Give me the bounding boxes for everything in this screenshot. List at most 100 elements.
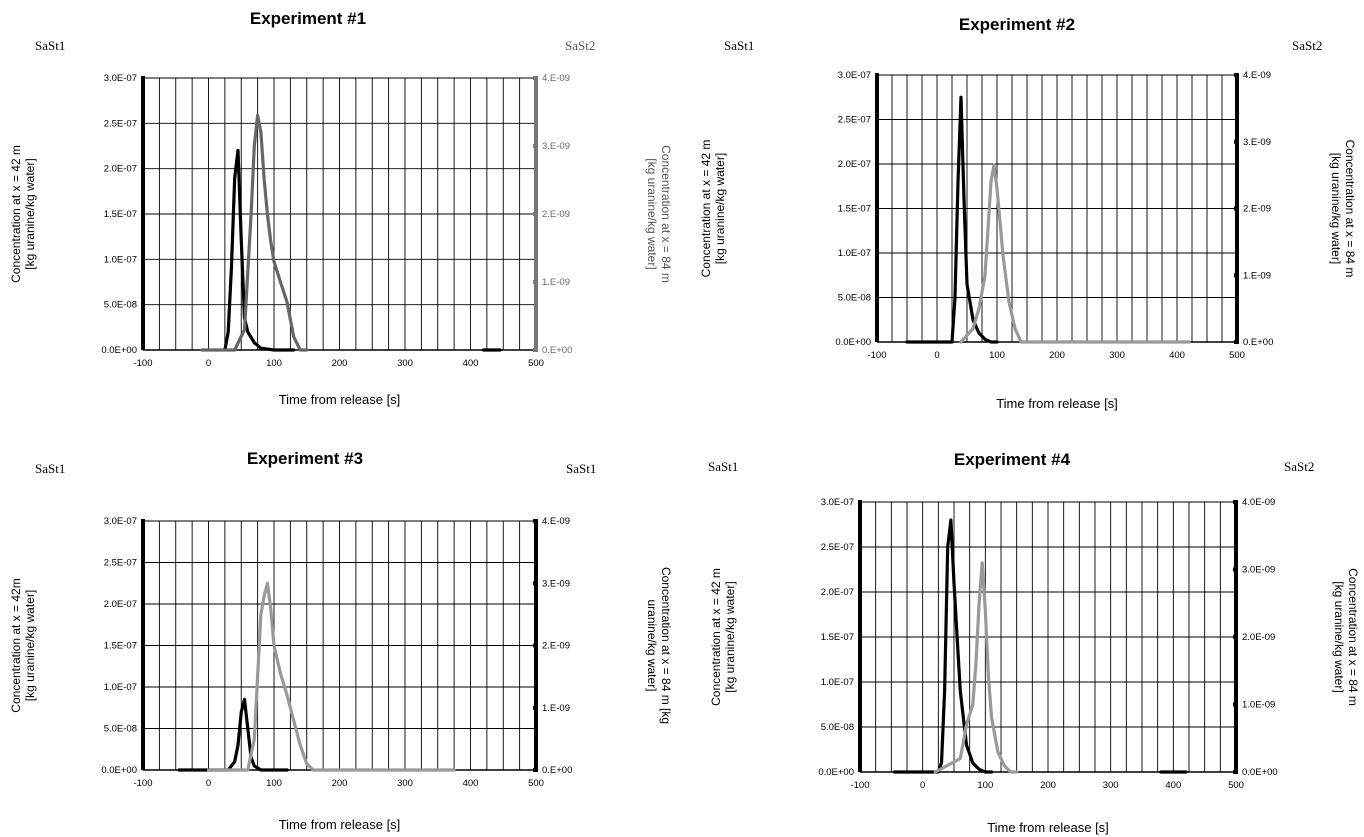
- chart-3-y-left-tick-label: 2.0E-07: [104, 599, 137, 610]
- chart-4-x-tick-label: 300: [1103, 780, 1119, 791]
- chart-svg-experiment-2: -100 0 100 200 300 400 500 0.0E+00 5.0E-08 1.0E-0…: [699, 15, 1357, 411]
- chart-4-y-right-tick-label: 0.0E+00: [1242, 767, 1278, 778]
- chart-1-y-right-label: [kg uranine/kg water]: [645, 158, 659, 269]
- chart-1-y-right-tick-label: 4.E-09: [542, 73, 570, 84]
- chart-2-y-left-label: Concentration at x = 42 m: [699, 140, 713, 278]
- chart-1-y-left-tick-label: 2.5E-07: [104, 118, 137, 129]
- chart-2-title: Experiment #2: [959, 15, 1075, 34]
- chart-3-y-right-tick-label: 1.E-09: [542, 703, 570, 714]
- chart-4-y-left-tick-label: 2.5E-07: [821, 542, 854, 553]
- chart-2-y-left-tick-label: 5.0E-08: [838, 293, 871, 304]
- chart-2-x-tick-label: 100: [989, 350, 1005, 361]
- chart-3-x-tick-label: 500: [528, 778, 544, 789]
- chart-4-x-tick-label: 500: [1228, 780, 1244, 791]
- chart-2-y-left-tick-label: 2.5E-07: [838, 115, 871, 126]
- chart-2-y-right-label: Concentration at x = 84 m: [1343, 140, 1357, 278]
- chart-3-x-label: Time from release [s]: [279, 817, 401, 832]
- chart-1-title: Experiment #1: [250, 9, 366, 28]
- chart-1-y-left-tick-label: 5.0E-08: [104, 300, 137, 311]
- chart-panel-experiment-3: -100 0 100 200 300 400 500 0.0E+00 5.0E-08 1.0E-0…: [0, 418, 682, 836]
- chart-2-x-label: Time from release [s]: [996, 396, 1118, 411]
- chart-4-y-right-tick-marker: [1233, 702, 1238, 707]
- chart-3-x-tick-label: -100: [133, 778, 152, 789]
- chart-2-y-left-tick-label: 1.0E-07: [838, 248, 871, 259]
- chart-2-y-left-label: [kg uranine/kg water]: [713, 153, 727, 264]
- chart-1-x-tick-label: 400: [463, 358, 479, 369]
- chart-4-series-2-line: [933, 561, 1019, 774]
- chart-2-y-right-tick-marker: [1234, 206, 1239, 211]
- chart-1-series-2-line: [200, 113, 309, 352]
- chart-2-y-right-tick-label: 0.E+00: [1243, 337, 1273, 348]
- chart-3-y-right-tick-label: 3.E-09: [542, 578, 570, 589]
- chart-3-x-tick-label: 0: [206, 778, 211, 789]
- chart-4-y-right-tick-marker: [1233, 770, 1238, 774]
- chart-4-x-tick-label: 200: [1040, 780, 1056, 791]
- chart-4-x-tick-label: -100: [850, 780, 869, 791]
- chart-4-y-left-tick-label: 1.5E-07: [821, 632, 854, 643]
- chart-4-y-left-label: Concentration at x = 42 m: [709, 568, 723, 706]
- chart-4-x-tick-label: 0: [920, 780, 925, 791]
- chart-svg-experiment-3: -100 0 100 200 300 400 500 0.0E+00 5.0E-08 1.0E-0…: [9, 449, 673, 832]
- chart-3-y-left-tick-label: 1.0E-07: [104, 682, 137, 693]
- chart-1-y-right-tick-label: 0.E+00: [542, 345, 572, 356]
- chart-3-y-left-tick-label: 0.0E+00: [101, 765, 137, 776]
- chart-4-y-left-tick-label: 1.0E-07: [821, 677, 854, 688]
- chart-1-y-right-label: Concentration at x = 84 m: [659, 145, 673, 283]
- chart-2-y-right-tick-label: 1.E-09: [1243, 270, 1271, 281]
- chart-2-right-station-label: SaSt2: [1292, 38, 1322, 53]
- chart-2-x-tick-label: 500: [1229, 350, 1245, 361]
- chart-3-y-left-tick-label: 2.5E-07: [104, 558, 137, 569]
- chart-1-x-label: Time from release [s]: [279, 392, 401, 407]
- chart-3-y-right-tick-label: 2.E-09: [542, 641, 570, 652]
- chart-2-y-left-tick-label: 3.0E-07: [838, 70, 871, 81]
- chart-4-y-right-tick-label: 2.0E-09: [1242, 632, 1275, 643]
- chart-1-y-right-tick-label: 1.E-09: [542, 277, 570, 288]
- chart-1-y-right-tick-marker: [533, 348, 538, 352]
- chart-panel-experiment-1: -100 0 100 200 300 400 500 0.0E+00 5.0E-08 1.0E-0…: [0, 0, 682, 418]
- chart-1-y-left-label: [kg uranine/kg water]: [23, 158, 37, 269]
- chart-3-y-right-tick-marker: [533, 768, 538, 772]
- chart-4-y-left-label: [kg uranine/kg water]: [723, 581, 737, 692]
- chart-3-right-station-label: SaSt1: [566, 461, 596, 476]
- chart-3-y-left-tick-label: 3.0E-07: [104, 516, 137, 527]
- chart-1-y-left-label: Concentration at x = 42 m: [9, 145, 23, 283]
- chart-4-y-left-tick-label: 2.0E-07: [821, 587, 854, 598]
- chart-panel-experiment-4: -100 0 100 200 300 400 500 0.0E+00 5.0E-08 1.0E-0…: [682, 418, 1364, 836]
- chart-1-x-tick-label: 0: [206, 358, 211, 369]
- chart-4-y-left-tick-label: 0.0E+00: [818, 767, 854, 778]
- chart-3-x-tick-label: 400: [463, 778, 479, 789]
- chart-3-y-right-tick-label: 0.E+00: [542, 765, 572, 776]
- chart-2-y-left-tick-label: 0.0E+00: [835, 337, 871, 348]
- chart-3-series-1-line: [177, 697, 289, 772]
- chart-1-y-right-tick-label: 2.E-09: [542, 209, 570, 220]
- chart-4-y-right-label: [kg uranine/kg water]: [1332, 581, 1346, 692]
- chart-1-y-right-tick-marker: [533, 144, 538, 148]
- chart-1-x-tick-label: -100: [133, 358, 152, 369]
- chart-3-series-2-line: [206, 581, 456, 772]
- chart-4-x-tick-label: 100: [977, 780, 993, 791]
- chart-3-x-tick-label: 300: [397, 778, 413, 789]
- chart-2-y-right-tick-label: 3.E-09: [1243, 137, 1271, 148]
- chart-3-y-right-tick-marker: [533, 705, 538, 710]
- chart-4-left-station-label: SaSt1: [708, 459, 738, 474]
- chart-3-x-tick-label: 100: [266, 778, 282, 789]
- chart-1-y-right-tick-label: 3.E-09: [542, 141, 570, 152]
- chart-4-y-right-tick-label: 3.0E-09: [1242, 565, 1275, 576]
- chart-2-y-right-tick-marker: [1234, 273, 1239, 278]
- chart-1-x-tick-label: 300: [397, 358, 413, 369]
- chart-2-y-right-tick-marker: [1234, 73, 1239, 77]
- chart-4-title: Experiment #4: [954, 450, 1071, 469]
- chart-2-y-right-tick-label: 2.E-09: [1243, 204, 1271, 215]
- chart-4-y-right-tick-label: 1.0E-09: [1242, 700, 1275, 711]
- chart-panel-experiment-2: -100 0 100 200 300 400 500 0.0E+00 5.0E-08 1.0E-0…: [682, 0, 1364, 418]
- chart-1-y-right-tick-marker: [533, 76, 538, 80]
- chart-4-x-tick-label: 400: [1165, 780, 1181, 791]
- chart-4-right-station-label: SaSt2: [1284, 459, 1314, 474]
- chart-1-x-tick-label: 500: [528, 358, 544, 369]
- chart-3-y-right-tick-marker: [533, 581, 538, 586]
- chart-2-x-tick-label: 400: [1169, 350, 1185, 361]
- chart-3-y-right-tick-marker: [533, 643, 538, 648]
- chart-4-y-right-label: Concentration at x = 84 m: [1346, 568, 1360, 706]
- chart-3-y-right-label: uranine/kg water]: [645, 599, 659, 691]
- chart-1-y-right-tick-marker: [533, 280, 538, 284]
